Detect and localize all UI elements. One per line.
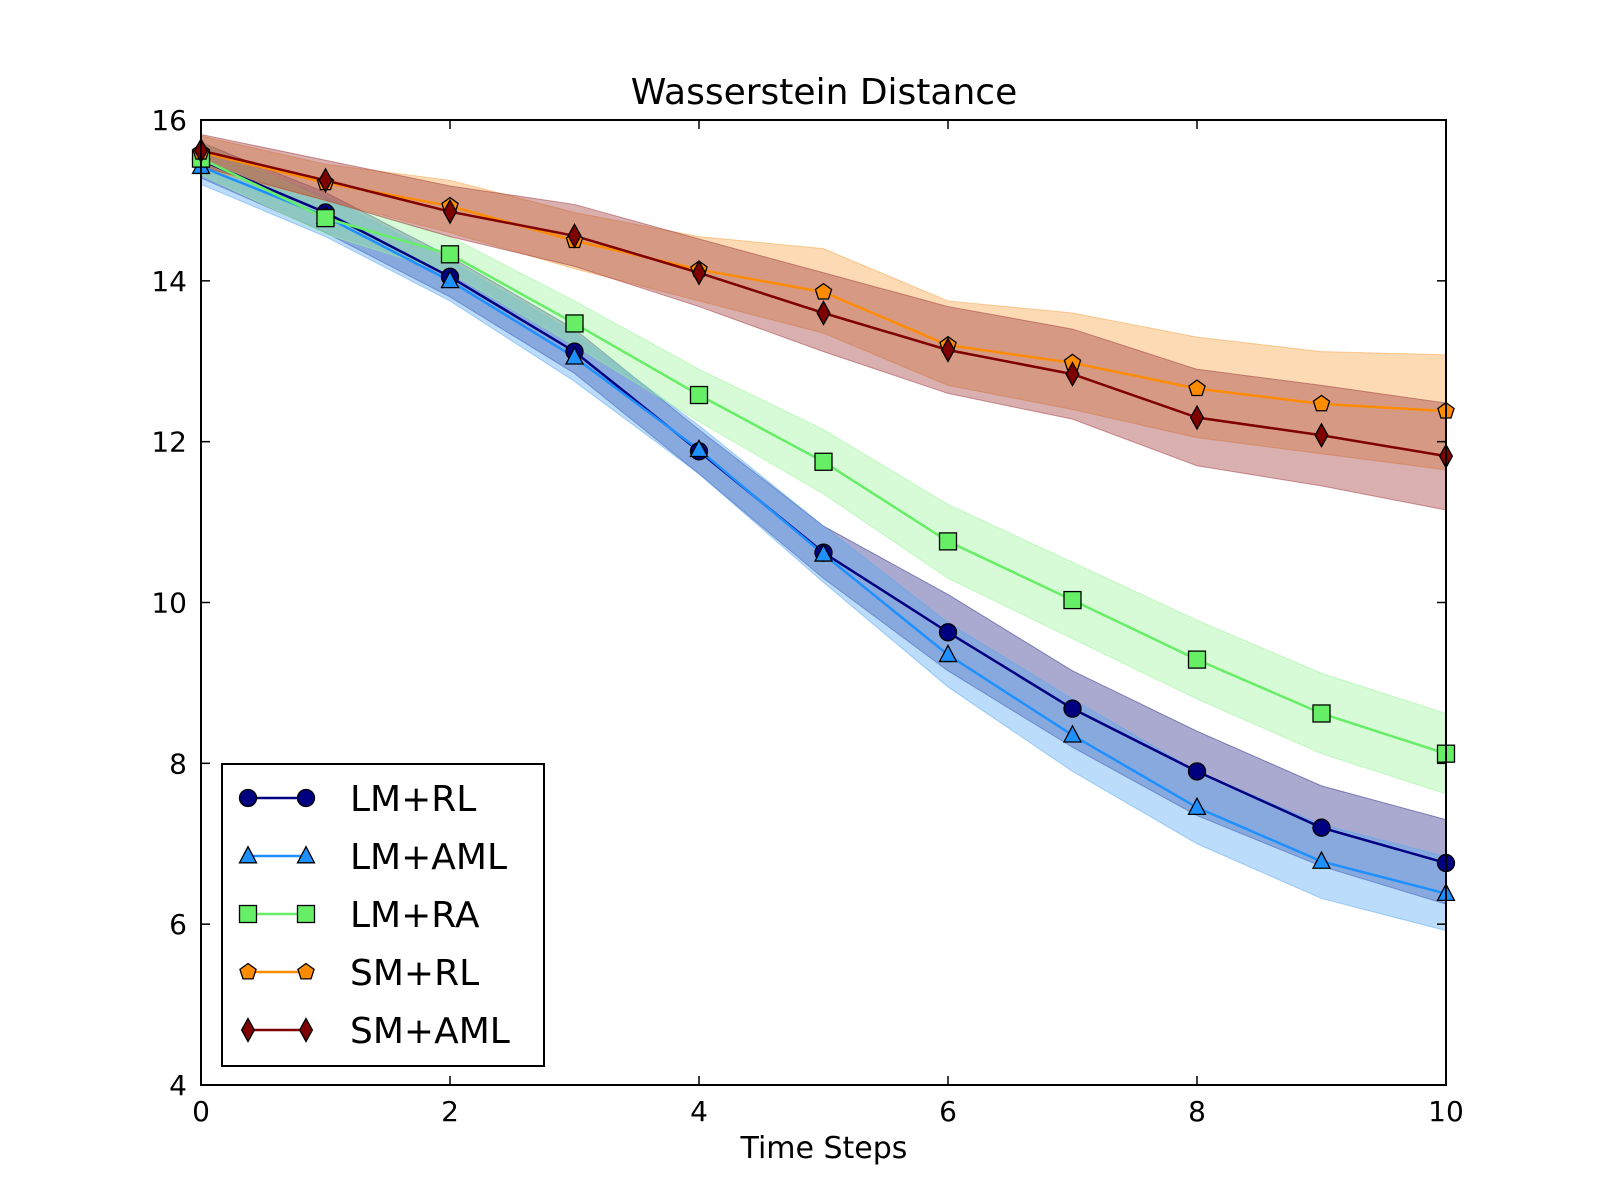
legend-label-sm-rl: SM+RL: [350, 953, 479, 994]
x-tick-label: 4: [690, 1095, 708, 1128]
point-sm-rl-5: [814, 282, 833, 300]
point-sm-aml-8: [1189, 404, 1205, 431]
y-tick-label: 14: [151, 265, 187, 298]
chart-title: Wasserstein Distance: [631, 72, 1018, 113]
y-tick-label: 4: [169, 1069, 187, 1102]
legend-label-lm-rl: LM+RL: [350, 779, 476, 820]
point-lm-ra-1: [316, 208, 335, 228]
legend-marker-lm-aml: [296, 845, 316, 864]
point-lm-aml-9: [1311, 850, 1332, 869]
y-tick-label: 10: [151, 587, 187, 620]
point-sm-aml-9: [1314, 422, 1329, 449]
legend-marker-lm-ra: [238, 904, 258, 924]
y-tick-label: 6: [169, 908, 187, 941]
point-lm-aml-8: [1187, 796, 1207, 816]
point-lm-rl-6: [938, 623, 958, 642]
point-lm-aml-3: [564, 346, 585, 365]
series-markers: [191, 137, 1456, 902]
y-tick-label: 8: [169, 747, 187, 780]
x-tick-label: 2: [441, 1095, 459, 1128]
point-sm-rl-8: [1188, 379, 1206, 397]
point-lm-ra-4: [689, 385, 709, 405]
x-tick-label: 10: [1428, 1095, 1464, 1128]
legend-marker-sm-aml: [240, 1017, 256, 1043]
x-axis-title: Time Steps: [740, 1131, 908, 1166]
point-sm-aml-1: [318, 167, 333, 194]
legend-label-lm-ra: LM+RA: [350, 895, 480, 936]
point-sm-aml-4: [691, 259, 707, 286]
point-sm-rl-9: [1312, 394, 1331, 412]
point-lm-aml-6: [938, 644, 958, 663]
legend-marker-sm-rl: [297, 962, 315, 980]
point-lm-ra-9: [1312, 704, 1331, 723]
point-lm-aml-5: [813, 543, 834, 562]
x-tick-label: 6: [939, 1095, 957, 1128]
point-sm-aml-3: [567, 222, 582, 249]
legend-marker-sm-rl: [239, 962, 257, 980]
point-lm-ra-3: [565, 314, 584, 333]
point-sm-aml-2: [442, 198, 458, 225]
point-lm-rl-7: [1063, 699, 1082, 718]
point-lm-rl-9: [1312, 818, 1331, 837]
axes: 0 2 4 6 8 10 4 6 8 10 12 14 16: [151, 104, 1463, 1128]
point-lm-ra-2: [440, 245, 460, 264]
x-tick-label: 0: [192, 1095, 210, 1128]
point-lm-aml-7: [1062, 724, 1083, 743]
point-lm-ra-7: [1063, 590, 1082, 610]
x-tick-label: 8: [1188, 1095, 1206, 1128]
legend-marker-lm-ra: [296, 904, 316, 924]
point-lm-aml-4: [689, 438, 709, 458]
y-tick-label: 12: [151, 426, 187, 459]
legend-marker-lm-rl: [296, 788, 316, 808]
point-lm-ra-8: [1187, 650, 1207, 669]
point-lm-rl-8: [1187, 762, 1207, 781]
legend-marker-lm-rl: [238, 788, 258, 808]
point-sm-aml-5: [816, 300, 831, 326]
point-lm-ra-5: [814, 452, 833, 471]
point-lm-aml-2: [440, 270, 460, 289]
y-tick-label: 16: [151, 104, 187, 137]
legend-label-lm-aml: LM+AML: [350, 837, 507, 878]
legend-marker-lm-aml: [238, 845, 258, 864]
legend: LM+RL LM+AML LM+RA SM+RL SM+AML: [221, 763, 545, 1067]
point-sm-aml-6: [940, 337, 956, 363]
legend-marker-sm-aml: [298, 1017, 314, 1043]
band-lm-aml: [201, 148, 1446, 932]
point-sm-aml-7: [1065, 361, 1080, 387]
legend-label-sm-aml: SM+AML: [350, 1011, 510, 1052]
point-lm-ra-6: [938, 532, 958, 551]
